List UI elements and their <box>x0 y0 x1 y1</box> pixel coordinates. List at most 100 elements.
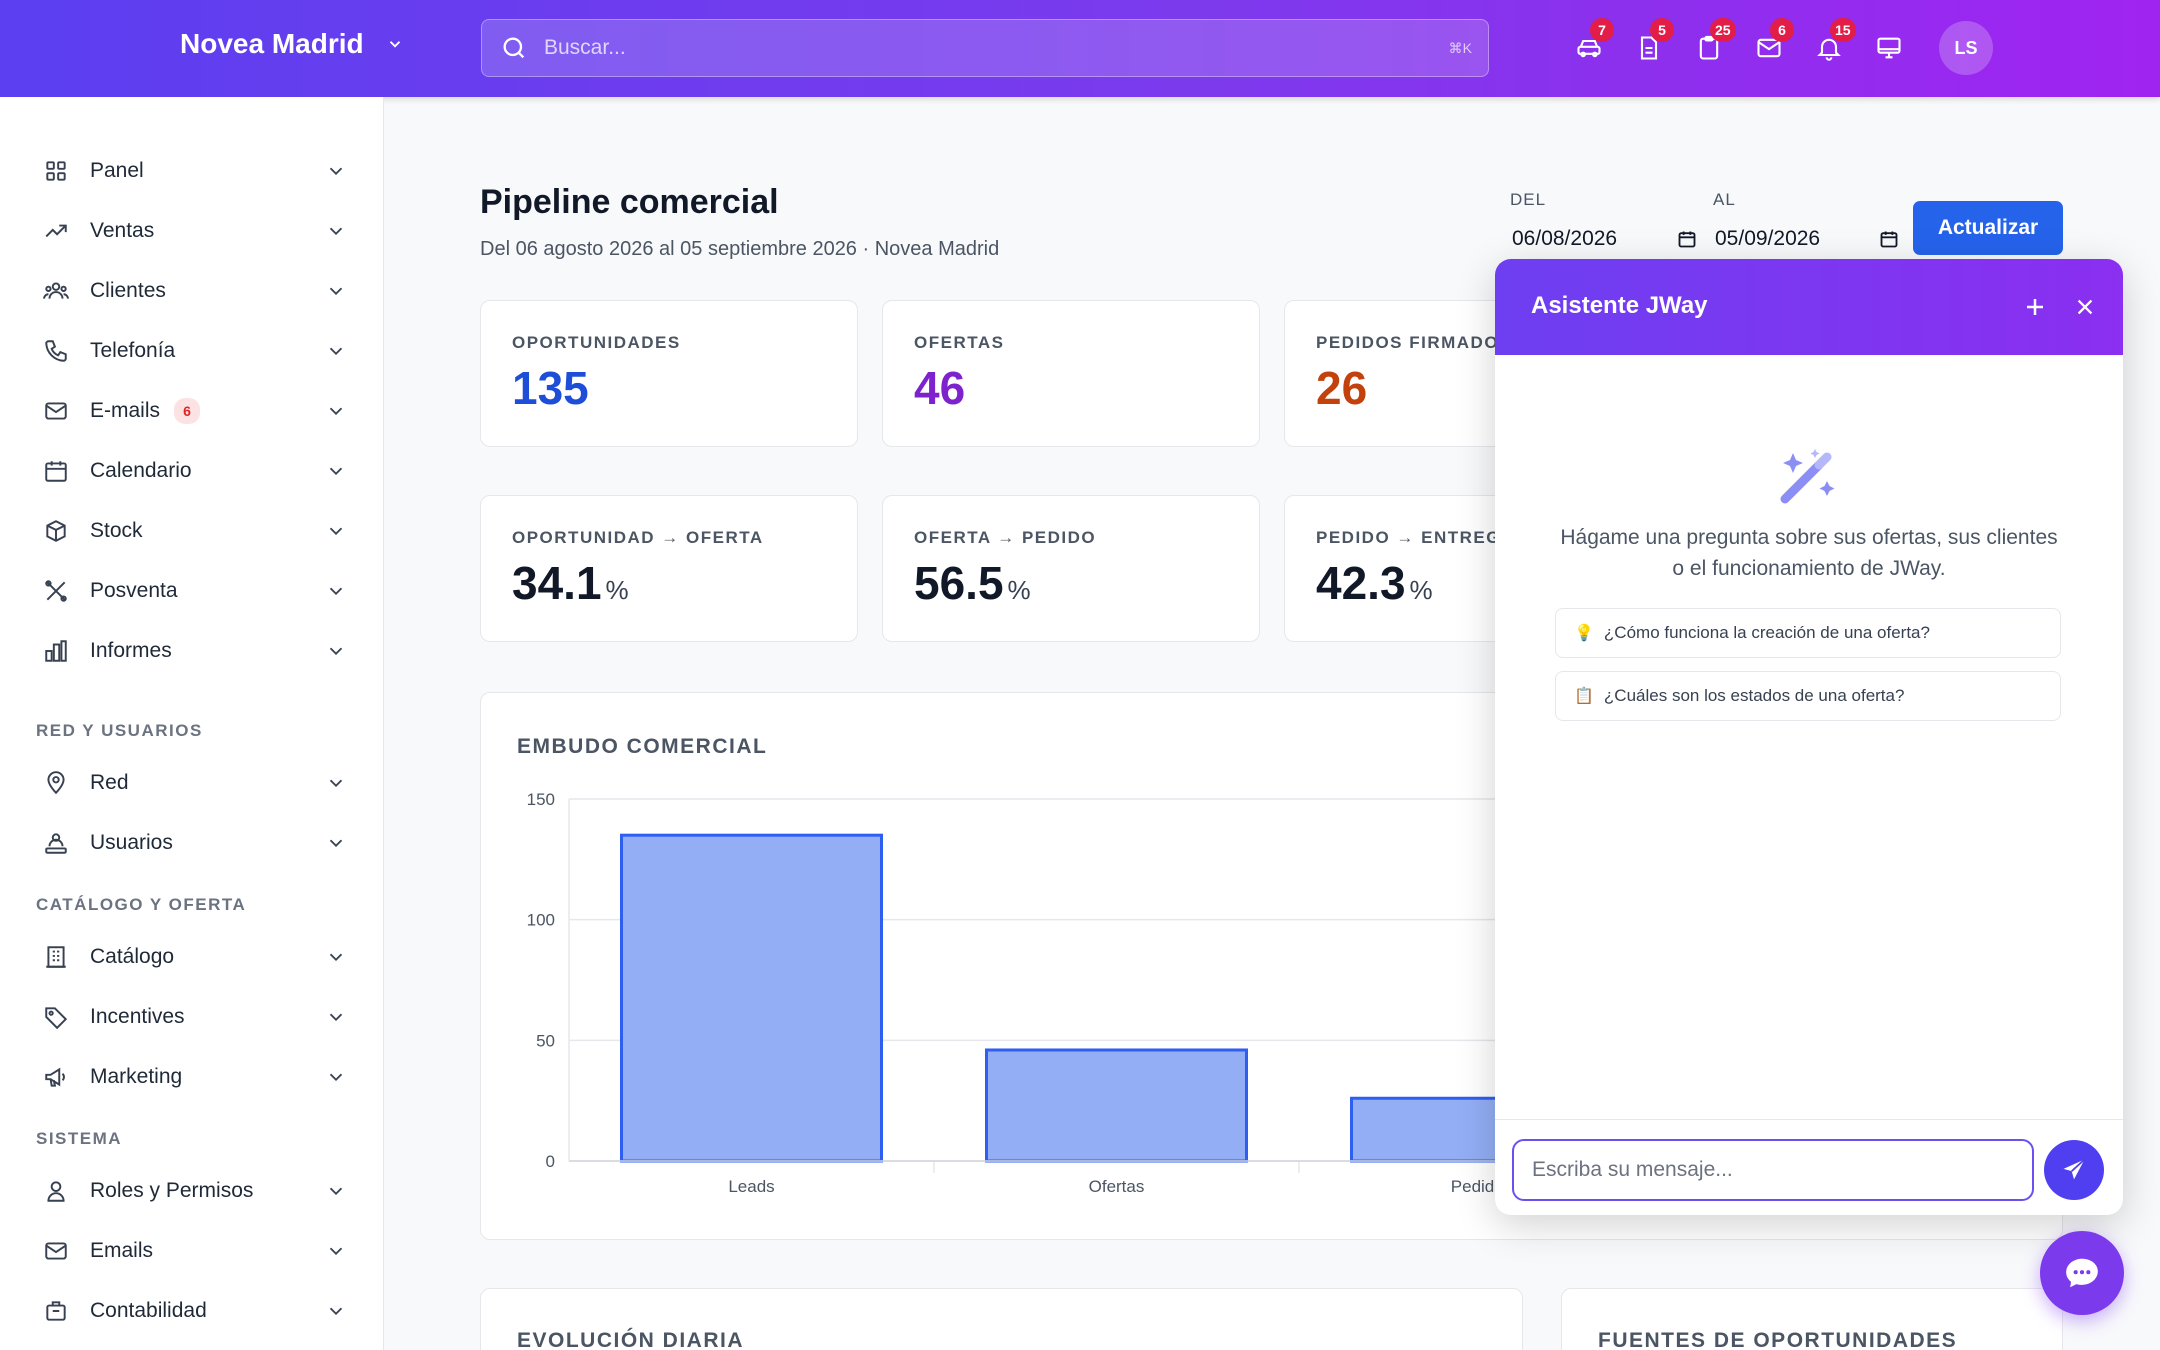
top-bar: Novea Madrid ⌘K 7 5 25 6 15 L <box>0 0 2160 97</box>
kpi-label: PEDIDOS FIRMADOS <box>1316 333 1512 352</box>
rate-value: 34.1% <box>512 557 629 609</box>
chart-title: EMBUDO COMERCIAL <box>517 735 768 758</box>
document-icon[interactable]: 5 <box>1630 18 1674 70</box>
chevron-down-icon <box>329 527 343 536</box>
chat-bubble-icon <box>2066 1258 2098 1288</box>
date-from-value: 06/08/2026 <box>1512 227 1618 250</box>
mail-icon <box>42 397 70 425</box>
tag-icon <box>42 1003 70 1031</box>
search-input[interactable] <box>544 36 1424 60</box>
suggestion-chip[interactable]: 📋 ¿Cuáles son los estados de una oferta? <box>1555 671 2061 721</box>
funnel-bar-ofertas[interactable] <box>985 1048 1248 1163</box>
sidebar-item-label: Informes <box>90 639 172 662</box>
sidebar-item-contabilidad[interactable]: Contabilidad <box>42 1289 347 1333</box>
user-icon <box>42 1177 70 1205</box>
car-icon[interactable]: 7 <box>1570 18 1614 70</box>
sidebar-item-clientes[interactable]: Clientes <box>42 269 347 313</box>
monitor-icon[interactable] <box>1870 26 1908 70</box>
suggestion-text: ¿Cómo funciona la creación de una oferta… <box>1603 623 1930 642</box>
sidebar-item-ventas[interactable]: Ventas <box>42 209 347 253</box>
chevron-down-icon <box>329 587 343 596</box>
sidebar-item-label: Stock <box>90 519 143 542</box>
sidebar-item-panel[interactable]: Panel <box>42 149 347 193</box>
sidebar-item-incentives[interactable]: Incentives <box>42 995 347 1039</box>
magic-wand-icon <box>1780 449 1835 504</box>
section-label-sistema: SISTEMA <box>36 1129 123 1148</box>
users-icon <box>42 277 70 305</box>
funnel-bar-leads[interactable] <box>620 833 883 1163</box>
date-from-label: DEL <box>1510 190 1547 209</box>
notification-badge: 6 <box>1770 18 1794 42</box>
sidebar-item-label: Red <box>90 771 129 794</box>
search-icon <box>503 37 525 59</box>
kpi-value: 135 <box>512 362 589 414</box>
chevron-down-icon <box>329 647 343 656</box>
sidebar-item-label: Marketing <box>90 1065 183 1088</box>
sidebar-item-marketing[interactable]: Marketing <box>42 1055 347 1099</box>
mail-icon[interactable]: 6 <box>1750 18 1794 70</box>
sidebar-item-label: Incentives <box>90 1005 185 1028</box>
calendar-icon <box>42 457 70 485</box>
chat-intro-text: Hágame una pregunta sobre sus ofertas, s… <box>1560 526 2058 580</box>
send-button[interactable] <box>2044 1140 2104 1200</box>
new-chat-button[interactable] <box>2015 287 2055 327</box>
suggestion-text: ¿Cuáles son los estados de una oferta? <box>1603 686 1905 705</box>
search-shortcut: ⌘K <box>1448 39 1472 56</box>
megaphone-icon <box>42 1063 70 1091</box>
send-icon <box>2063 1158 2086 1180</box>
chevron-down-icon <box>329 407 343 416</box>
rate-value: 56.5% <box>914 557 1031 609</box>
bell-icon[interactable]: 15 <box>1810 18 1856 70</box>
section-label-red: RED Y USUARIOS <box>36 721 203 740</box>
chevron-down-icon <box>329 467 343 476</box>
sidebar-item-telefonia[interactable]: Telefonía <box>42 329 347 373</box>
y-tick-label: 150 <box>527 790 555 809</box>
date-to-input[interactable]: 05/09/2026 <box>1715 222 1899 256</box>
brand-switcher[interactable]: Novea Madrid <box>180 28 404 60</box>
section-label-catalogo: CATÁLOGO Y OFERTA <box>36 895 247 914</box>
rate-card-oferta-pedido: OFERTA → PEDIDO 56.5% <box>882 495 1260 642</box>
sidebar-item-label: Ventas <box>90 219 155 242</box>
user-avatar[interactable]: LS <box>1939 21 1993 75</box>
chevron-down-icon <box>329 227 343 236</box>
update-button[interactable]: Actualizar <box>1913 201 2063 255</box>
sidebar-item-red[interactable]: Red <box>42 761 347 805</box>
chevron-down-icon <box>329 1073 343 1082</box>
sidebar-item-label: Usuarios <box>90 831 173 854</box>
page-title: Pipeline comercial <box>480 183 779 221</box>
chevron-down-icon <box>329 347 343 356</box>
notification-badge: 25 <box>1710 18 1736 42</box>
chat-divider <box>1495 1119 2123 1120</box>
suggestion-chip[interactable]: 💡 ¿Cómo funciona la creación de una ofer… <box>1555 608 2061 658</box>
chevron-down-icon <box>389 41 400 48</box>
sidebar-item-stock[interactable]: Stock <box>42 509 347 553</box>
calendar-icon[interactable] <box>1879 229 1899 249</box>
kpi-label: OPORTUNIDADES <box>512 333 681 352</box>
building-icon <box>42 943 70 971</box>
tools-icon <box>42 577 70 605</box>
date-to-label: AL <box>1713 190 1736 209</box>
close-chat-button[interactable] <box>2065 287 2105 327</box>
sidebar-item-calendario[interactable]: Calendario <box>42 449 347 493</box>
sidebar-item-emails-system[interactable]: Emails <box>42 1229 347 1273</box>
sidebar-item-informes[interactable]: Informes <box>42 629 347 673</box>
rate-label: OFERTA → PEDIDO <box>914 528 1097 547</box>
sidebar-item-label: Emails <box>90 1239 154 1262</box>
calendar-icon[interactable] <box>1677 229 1697 249</box>
sidebar-item-label: Posventa <box>90 579 178 602</box>
sidebar-item-roles[interactable]: Roles y Permisos <box>42 1169 347 1213</box>
sidebar-item-usuarios[interactable]: Usuarios <box>42 821 347 865</box>
card-title: FUENTES DE OPORTUNIDADES <box>1598 1329 1958 1350</box>
chat-launcher-button[interactable] <box>2040 1231 2124 1315</box>
clipboard-icon[interactable]: 25 <box>1690 18 1736 70</box>
sidebar-item-emails[interactable]: E-mails 6 <box>42 389 347 433</box>
close-icon <box>2077 299 2093 315</box>
phone-icon <box>42 337 70 365</box>
sidebar-item-posventa[interactable]: Posventa <box>42 569 347 613</box>
sidebar-item-catalogo[interactable]: Catálogo <box>42 935 347 979</box>
chat-message-input[interactable] <box>1512 1139 2034 1201</box>
sidebar-item-label: Calendario <box>90 459 192 482</box>
date-from-input[interactable]: 06/08/2026 <box>1512 222 1697 256</box>
search-box[interactable]: ⌘K <box>481 19 1489 77</box>
rate-label: OPORTUNIDAD → OFERTA <box>512 528 764 547</box>
